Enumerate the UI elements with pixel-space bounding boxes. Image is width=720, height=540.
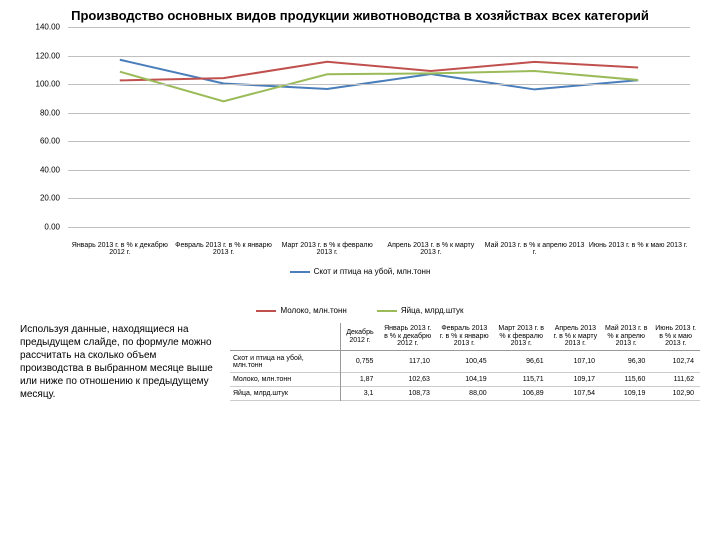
table-cell: 109,19 xyxy=(601,387,651,401)
instruction-text: Используя данные, находящиеся на предыду… xyxy=(20,323,220,401)
x-tick-label: Июнь 2013 г. в % к маю 2013 г. xyxy=(586,242,690,257)
data-table: Декабрь 2012 г.Январь 2013 г. в % к дека… xyxy=(230,323,700,401)
plot-area xyxy=(68,27,690,227)
legend-swatch xyxy=(256,310,276,312)
table-cell: 102,63 xyxy=(379,373,435,387)
gridline xyxy=(68,198,690,199)
row-label: Молоко, млн.тонн xyxy=(230,373,340,387)
table-cell: 108,73 xyxy=(379,387,435,401)
chart-svg xyxy=(68,27,690,227)
table-row: Скот и птица на убой, млн.тонн0,755117,1… xyxy=(230,351,700,373)
gridline xyxy=(68,170,690,171)
gridline xyxy=(68,227,690,228)
table-cell: 96,30 xyxy=(601,351,651,373)
table-column-header: Июнь 2013 г. в % к маю 2013 г. xyxy=(651,323,700,351)
y-tick-label: 0.00 xyxy=(44,223,60,232)
legend-row-2: Молоко, млн.тонн Яйца, млрд.штук xyxy=(0,306,720,315)
table-header-row: Декабрь 2012 г.Январь 2013 г. в % к дека… xyxy=(230,323,700,351)
table-cell: 111,62 xyxy=(651,373,700,387)
table-cell: 96,61 xyxy=(493,351,550,373)
y-tick-label: 40.00 xyxy=(40,165,60,174)
table-cell: 1,87 xyxy=(340,373,379,387)
chart-legend: Скот и птица на убой, млн.тонн Молоко, м… xyxy=(0,267,720,315)
table-column-header: Май 2013 г. в % к апрелю 2013 г. xyxy=(601,323,651,351)
y-tick-label: 100.00 xyxy=(36,80,60,89)
table-column-header: Февраль 2013 г. в % к январю 2013 г. xyxy=(436,323,493,351)
table-column-header xyxy=(230,323,340,351)
table-cell: 107,54 xyxy=(550,387,601,401)
table-row: Молоко, млн.тонн1,87102,63104,19115,7110… xyxy=(230,373,700,387)
table-cell: 102,90 xyxy=(651,387,700,401)
table-cell: 106,89 xyxy=(493,387,550,401)
legend-label: Яйца, млрд.штук xyxy=(401,306,464,315)
y-tick-label: 120.00 xyxy=(36,51,60,60)
y-tick-label: 80.00 xyxy=(40,108,60,117)
line-chart: Январь 2013 г. в % к декабрю 2012 г.Февр… xyxy=(20,27,700,247)
x-axis-labels: Январь 2013 г. в % к декабрю 2012 г.Февр… xyxy=(68,242,690,257)
bottom-section: Используя данные, находящиеся на предыду… xyxy=(0,315,720,409)
gridline xyxy=(68,27,690,28)
legend-item: Скот и птица на убой, млн.тонн xyxy=(290,267,431,276)
gridline xyxy=(68,84,690,85)
x-tick-label: Апрель 2013 г. в % к марту 2013 г. xyxy=(379,242,483,257)
table-cell: 88,00 xyxy=(436,387,493,401)
gridline xyxy=(68,141,690,142)
table-row: Яйца, млрд.штук3,1108,7388,00106,89107,5… xyxy=(230,387,700,401)
legend-item: Молоко, млн.тонн xyxy=(256,306,346,315)
y-tick-label: 140.00 xyxy=(36,23,60,32)
table-cell: 109,17 xyxy=(550,373,601,387)
table-cell: 107,10 xyxy=(550,351,601,373)
legend-label: Молоко, млн.тонн xyxy=(280,306,346,315)
gridline xyxy=(68,113,690,114)
chart-title: Производство основных видов продукции жи… xyxy=(0,0,720,27)
row-label: Скот и птица на убой, млн.тонн xyxy=(230,351,340,373)
gridline xyxy=(68,56,690,57)
table-cell: 115,60 xyxy=(601,373,651,387)
table-column-header: Март 2013 г. в % к февралю 2013 г. xyxy=(493,323,550,351)
x-tick-label: Январь 2013 г. в % к декабрю 2012 г. xyxy=(68,242,172,257)
y-tick-label: 60.00 xyxy=(40,137,60,146)
y-tick-label: 20.00 xyxy=(40,194,60,203)
table-cell: 3,1 xyxy=(340,387,379,401)
table-cell: 102,74 xyxy=(651,351,700,373)
legend-item: Яйца, млрд.штук xyxy=(377,306,464,315)
table-cell: 104,19 xyxy=(436,373,493,387)
table-body: Скот и птица на убой, млн.тонн0,755117,1… xyxy=(230,351,700,401)
table-cell: 117,10 xyxy=(379,351,435,373)
legend-swatch xyxy=(377,310,397,312)
row-label: Яйца, млрд.штук xyxy=(230,387,340,401)
legend-label: Скот и птица на убой, млн.тонн xyxy=(314,267,431,276)
table-column-header: Январь 2013 г. в % к декабрю 2012 г. xyxy=(379,323,435,351)
table-cell: 115,71 xyxy=(493,373,550,387)
table-cell: 0,755 xyxy=(340,351,379,373)
legend-swatch xyxy=(290,271,310,273)
table-column-header: Апрель 2013 г. в % к марту 2013 г. xyxy=(550,323,601,351)
x-tick-label: Март 2013 г. в % к февралю 2013 г. xyxy=(275,242,379,257)
table-column-header: Декабрь 2012 г. xyxy=(340,323,379,351)
legend-row-1: Скот и птица на убой, млн.тонн xyxy=(0,267,720,276)
x-tick-label: Май 2013 г. в % к апрелю 2013 г. xyxy=(483,242,587,257)
x-tick-label: Февраль 2013 г. в % к январю 2013 г. xyxy=(172,242,276,257)
table-cell: 100,45 xyxy=(436,351,493,373)
